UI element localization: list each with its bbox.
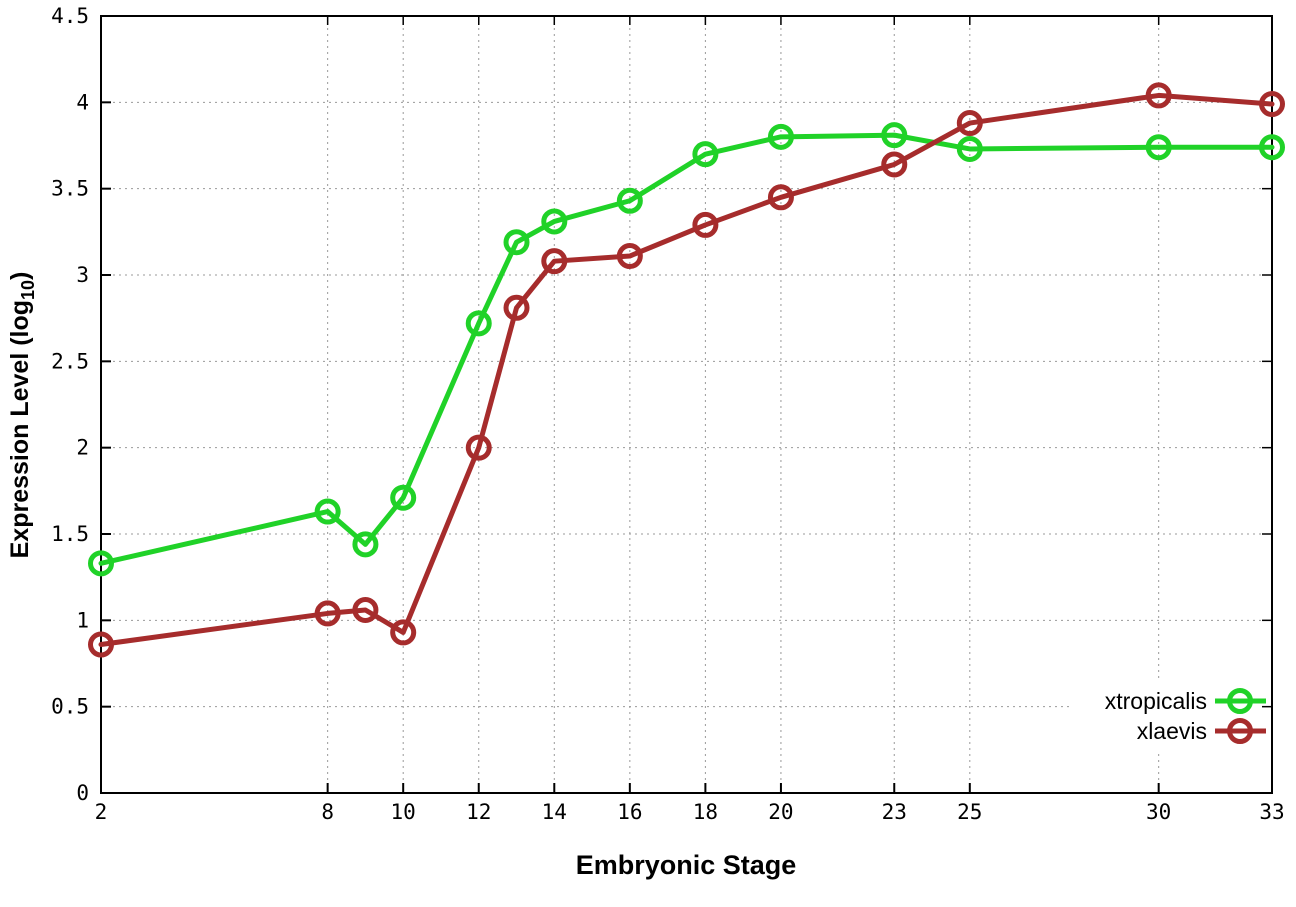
x-tick-label-30: 30 bbox=[1146, 800, 1171, 824]
y-axis-title-subscript: 10 bbox=[18, 279, 38, 300]
marker-xtropicalis-stage-13 bbox=[503, 229, 530, 256]
marker-xlaevis-stage-18 bbox=[692, 211, 719, 238]
y-tick-label-2: 2 bbox=[76, 436, 89, 460]
x-tick-label-23: 23 bbox=[882, 800, 907, 824]
series-line-xtropicalis bbox=[98, 132, 1275, 566]
marker-xlaevis-stage-2 bbox=[88, 631, 114, 658]
marker-xtropicalis-stage-18 bbox=[692, 141, 719, 168]
marker-xlaevis-stage-8 bbox=[314, 600, 341, 627]
marker-xtropicalis-stage-8 bbox=[314, 498, 341, 525]
x-tick-label-33: 33 bbox=[1259, 800, 1284, 824]
y-tick-label-0.5: 0.5 bbox=[51, 695, 89, 719]
plot-border bbox=[100, 15, 1273, 794]
y-tick-label-4: 4 bbox=[76, 90, 89, 114]
y-tick-label-0: 0 bbox=[76, 781, 89, 805]
marker-xlaevis-stage-10 bbox=[390, 619, 417, 646]
x-tick-label-14: 14 bbox=[542, 800, 567, 824]
x-tick-label-20: 20 bbox=[768, 800, 793, 824]
legend-sample-marker-xtropicalis bbox=[1227, 688, 1253, 714]
series-line-xlaevis bbox=[98, 92, 1275, 648]
x-tick-label-10: 10 bbox=[391, 800, 416, 824]
x-tick-label-25: 25 bbox=[957, 800, 982, 824]
marker-xtropicalis-stage-25 bbox=[956, 135, 983, 162]
marker-xtropicalis-stage-30 bbox=[1145, 134, 1172, 161]
marker-xtropicalis-stage-12 bbox=[465, 310, 492, 337]
marker-xtropicalis-stage-16 bbox=[616, 187, 643, 214]
x-tick-label-18: 18 bbox=[693, 800, 718, 824]
y-tick-label-1: 1 bbox=[76, 608, 89, 632]
y-tick-label-4.5: 4.5 bbox=[51, 4, 89, 28]
marker-xlaevis-stage-23 bbox=[881, 151, 908, 178]
legend-background bbox=[1072, 682, 1271, 750]
y-axis-title: Expression Level (log10) bbox=[6, 205, 38, 625]
marker-xtropicalis-stage-2 bbox=[88, 550, 114, 577]
marker-xtropicalis-stage-23 bbox=[881, 122, 908, 149]
legend-label-xlaevis: xlaevis bbox=[1136, 718, 1207, 744]
marker-xlaevis-stage-30 bbox=[1145, 82, 1172, 109]
marker-xlaevis-stage-25 bbox=[956, 110, 983, 137]
legend-label-xtropicalis: xtropicalis bbox=[1104, 688, 1207, 714]
x-tick-label-12: 12 bbox=[466, 800, 491, 824]
x-tick-label-8: 8 bbox=[321, 800, 334, 824]
marker-xlaevis-stage-20 bbox=[767, 184, 794, 211]
marker-xlaevis-stage-13 bbox=[503, 294, 530, 321]
y-tick-label-3.5: 3.5 bbox=[51, 177, 89, 201]
marker-xlaevis-stage-33 bbox=[1259, 91, 1285, 118]
marker-xtropicalis-stage-20 bbox=[767, 123, 794, 150]
y-tick-label-1.5: 1.5 bbox=[51, 522, 89, 546]
marker-xtropicalis-stage-33 bbox=[1259, 134, 1285, 161]
x-tick-label-2: 2 bbox=[95, 800, 108, 824]
marker-xlaevis-stage-12 bbox=[465, 434, 492, 461]
legend-sample-marker-xlaevis bbox=[1227, 718, 1253, 744]
marker-xtropicalis-stage-14 bbox=[541, 208, 568, 235]
y-tick-label-3: 3 bbox=[76, 263, 89, 287]
marker-xtropicalis-stage-9 bbox=[352, 531, 379, 558]
x-tick-label-16: 16 bbox=[617, 800, 642, 824]
marker-xtropicalis-stage-10 bbox=[390, 484, 417, 511]
y-axis-title-text: Expression Level (log bbox=[6, 299, 34, 559]
marker-xlaevis-stage-14 bbox=[541, 248, 568, 275]
y-axis-title-close: ) bbox=[6, 271, 34, 280]
x-axis-title: Embryonic Stage bbox=[575, 850, 797, 880]
marker-xlaevis-stage-16 bbox=[616, 243, 643, 270]
marker-xlaevis-stage-9 bbox=[352, 596, 379, 623]
y-tick-label-2.5: 2.5 bbox=[51, 349, 89, 373]
